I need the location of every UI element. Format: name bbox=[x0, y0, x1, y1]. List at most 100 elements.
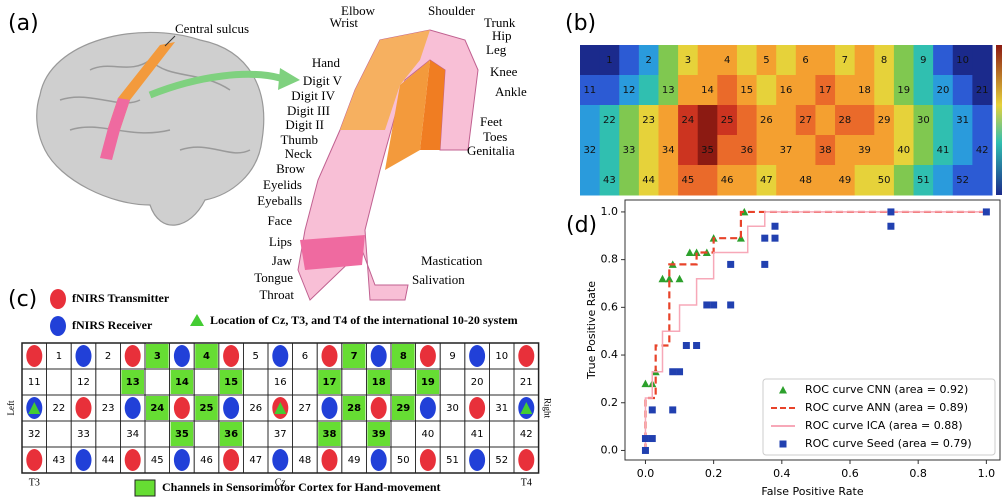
channel-label: 19 bbox=[421, 377, 435, 388]
channel-label: 22 bbox=[53, 403, 66, 414]
channel-label: 37 bbox=[274, 429, 287, 440]
body-part-label: Genitalia bbox=[467, 143, 515, 158]
square-marker bbox=[642, 435, 649, 442]
channel-label: 10 bbox=[495, 351, 508, 362]
channel-label: 28 bbox=[838, 115, 851, 126]
channel-label: 34 bbox=[662, 145, 675, 156]
body-part-label: Jaw bbox=[272, 253, 293, 268]
channel-label: 34 bbox=[126, 429, 139, 440]
heatmap-cell bbox=[776, 105, 796, 136]
legend-text: fNIRS Receiver bbox=[72, 318, 153, 332]
body-part-label: Brow bbox=[276, 161, 306, 176]
square-marker bbox=[642, 447, 649, 454]
channel-label: 36 bbox=[224, 429, 238, 440]
body-part-label: Eyelids bbox=[263, 177, 302, 192]
body-part-label: Salivation bbox=[412, 272, 465, 287]
heatmap-cell bbox=[835, 135, 855, 166]
heatmap-cell bbox=[698, 105, 718, 136]
x-axis-label: False Positive Rate bbox=[761, 485, 863, 498]
channel-label: 37 bbox=[780, 145, 793, 156]
body-part-label: Toes bbox=[483, 129, 507, 144]
square-marker bbox=[710, 301, 717, 308]
body-part-label: Shoulder bbox=[428, 3, 476, 18]
receiver bbox=[420, 397, 436, 419]
channel-label: 26 bbox=[760, 115, 773, 126]
panel-label: (b) bbox=[565, 11, 596, 36]
heatmap-cell bbox=[835, 75, 855, 106]
x-tick-label: 1.0 bbox=[978, 467, 996, 480]
channel-label: 13 bbox=[126, 377, 140, 388]
receiver-icon bbox=[50, 316, 66, 336]
channel-label: 5 bbox=[763, 55, 769, 66]
channel-label: 1 bbox=[56, 351, 62, 362]
heatmap-cell bbox=[639, 75, 659, 106]
receiver bbox=[223, 397, 239, 419]
channel-label: 43 bbox=[603, 175, 616, 186]
heatmap-cell bbox=[658, 165, 678, 196]
channel-label: 52 bbox=[956, 175, 969, 186]
channel-label: 30 bbox=[446, 403, 459, 414]
transmitter bbox=[322, 449, 338, 471]
channel-label: 26 bbox=[249, 403, 262, 414]
transmitter bbox=[125, 449, 141, 471]
channel-label: 20 bbox=[471, 377, 484, 388]
heatmap-cell bbox=[972, 45, 992, 76]
channel-label: 44 bbox=[642, 175, 655, 186]
channel-label: 31 bbox=[495, 403, 508, 414]
channel-label: 25 bbox=[200, 403, 214, 414]
channel-label: 28 bbox=[347, 403, 361, 414]
channel-label: 9 bbox=[920, 55, 926, 66]
channel-label: 35 bbox=[701, 145, 714, 156]
channel-label: 15 bbox=[224, 377, 238, 388]
legend-swatch bbox=[780, 441, 787, 448]
legend-text: Location of Cz, T3, and T4 of the intern… bbox=[210, 313, 518, 327]
heatmap-cell bbox=[639, 135, 659, 166]
heatmap-cell bbox=[619, 165, 639, 196]
heatmap-cell bbox=[972, 165, 992, 196]
heatmap-cell bbox=[658, 105, 678, 136]
heatmap-cell bbox=[776, 45, 796, 76]
channel-label: 6 bbox=[302, 351, 308, 362]
receiver bbox=[469, 345, 485, 367]
channel-label: 27 bbox=[299, 403, 312, 414]
transmitter bbox=[26, 345, 42, 367]
legend-text: fNIRS Transmitter bbox=[72, 291, 170, 305]
channel-label: 14 bbox=[701, 85, 714, 96]
heatmap-cell bbox=[678, 75, 698, 106]
transmitter-icon bbox=[50, 289, 66, 309]
channel-label: 7 bbox=[842, 55, 848, 66]
panel-label: (c) bbox=[8, 287, 37, 312]
channel-label: 39 bbox=[372, 429, 386, 440]
colorbar bbox=[996, 45, 1002, 195]
heatmap-cell bbox=[874, 135, 894, 166]
heatmap-cell bbox=[698, 45, 718, 76]
channel-label: 13 bbox=[662, 85, 675, 96]
x-tick-label: 0.8 bbox=[909, 467, 927, 480]
heatmap-cell bbox=[580, 165, 600, 196]
channel-label: 23 bbox=[642, 115, 655, 126]
square-marker bbox=[887, 223, 894, 230]
receiver bbox=[469, 449, 485, 471]
channel-label: 23 bbox=[102, 403, 115, 414]
landmark-icon bbox=[190, 314, 204, 326]
channel-label: 2 bbox=[105, 351, 111, 362]
heatmap-cell bbox=[933, 45, 953, 76]
heatmap-cell bbox=[914, 135, 934, 166]
body-part-label: Feet bbox=[480, 114, 503, 129]
channel-label: 25 bbox=[721, 115, 734, 126]
body-part-label: Digit IV bbox=[291, 88, 335, 103]
body-part-label: Thumb bbox=[280, 132, 318, 147]
channel-label: 17 bbox=[819, 85, 832, 96]
heatmap-cell bbox=[600, 75, 620, 106]
receiver bbox=[371, 449, 387, 471]
heatmap-cell bbox=[619, 105, 639, 136]
channel-label: 8 bbox=[400, 351, 407, 362]
channel-label: 11 bbox=[583, 85, 596, 96]
channel-label: 1 bbox=[606, 55, 612, 66]
channel-label: 46 bbox=[200, 455, 213, 466]
channel-label: 38 bbox=[323, 429, 337, 440]
channel-label: 16 bbox=[274, 377, 287, 388]
sulcus-label: Central sulcus bbox=[175, 21, 249, 36]
x-tick-label: 0.2 bbox=[705, 467, 723, 480]
heatmap-cell bbox=[580, 45, 600, 76]
